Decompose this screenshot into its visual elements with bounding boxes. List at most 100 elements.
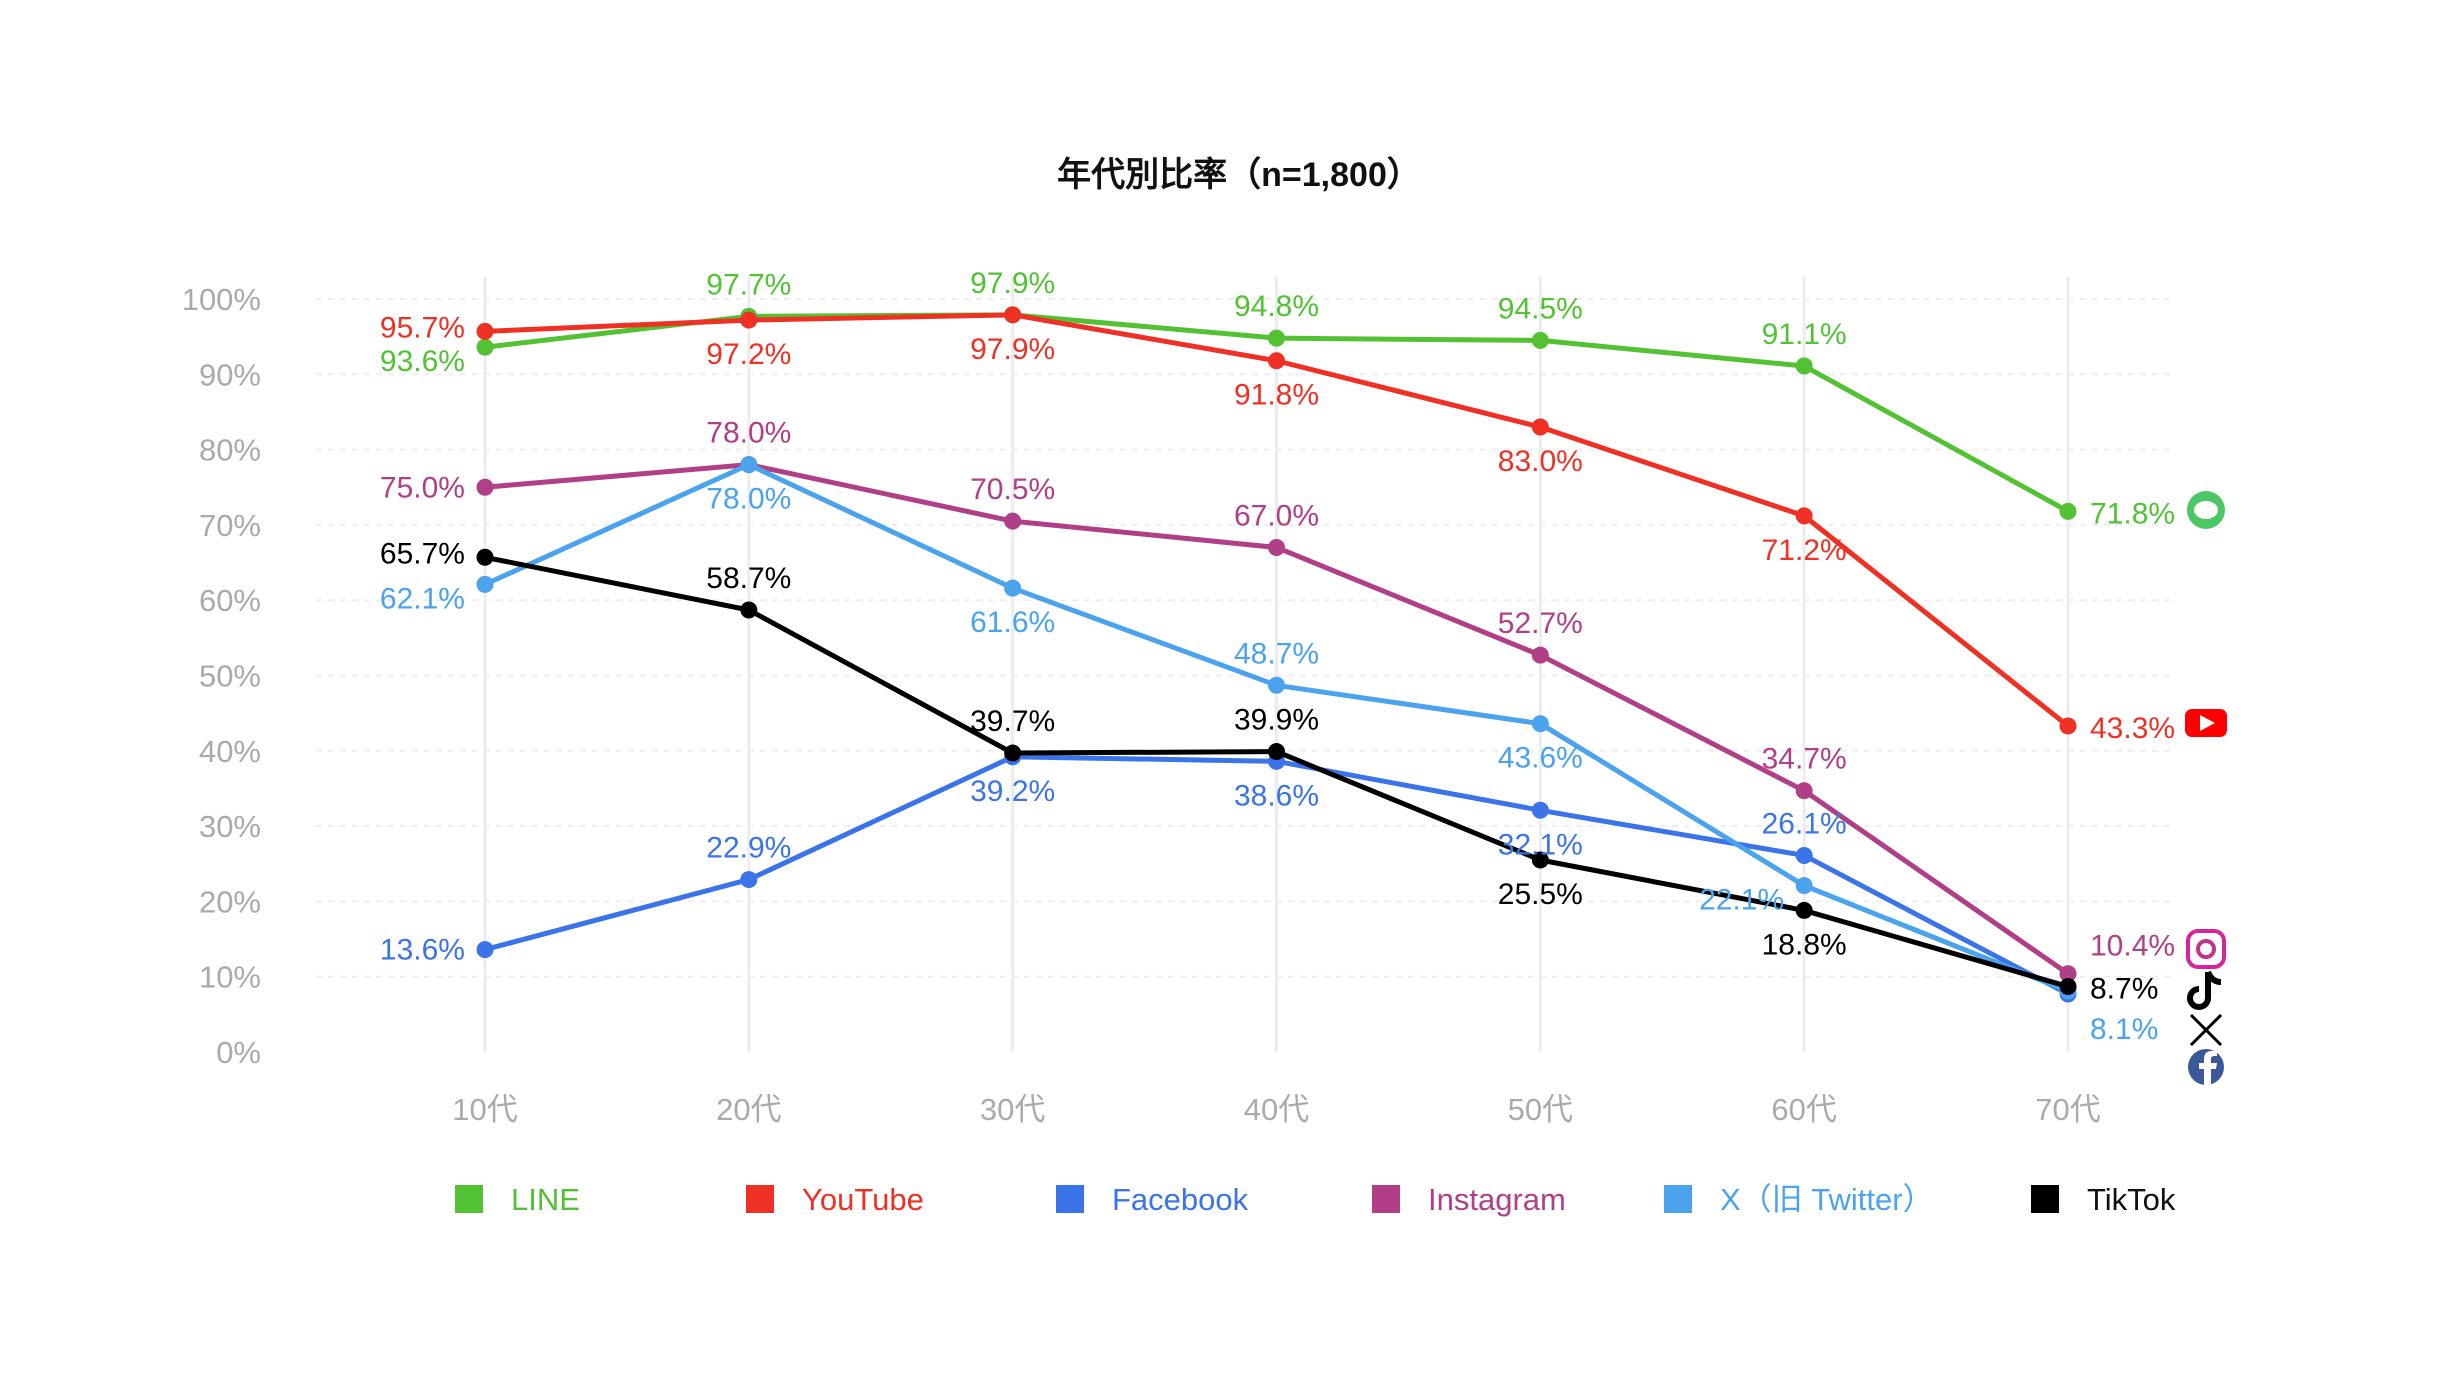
data-point bbox=[1795, 782, 1813, 800]
data-point bbox=[1531, 331, 1549, 349]
y-tick-label: 90% bbox=[199, 357, 261, 392]
data-label: 22.9% bbox=[706, 832, 791, 865]
data-label: 58.7% bbox=[706, 562, 791, 595]
legend-label: X（旧 Twitter） bbox=[1720, 1182, 1934, 1217]
data-label: 8.1% bbox=[2090, 1013, 2158, 1046]
y-tick-label: 40% bbox=[199, 734, 261, 769]
data-point bbox=[740, 871, 758, 889]
legend-label: YouTube bbox=[802, 1182, 924, 1217]
x-tick-label: 40代 bbox=[1244, 1092, 1309, 1127]
platform-icons bbox=[2185, 491, 2227, 1085]
data-point bbox=[1268, 352, 1285, 370]
data-point bbox=[740, 311, 758, 329]
y-tick-label: 30% bbox=[199, 809, 261, 844]
data-point bbox=[476, 941, 494, 959]
data-label: 61.6% bbox=[970, 606, 1055, 639]
data-point bbox=[1531, 851, 1549, 869]
data-label: 43.3% bbox=[2090, 712, 2175, 745]
data-label: 39.9% bbox=[1234, 704, 1319, 737]
data-point bbox=[476, 548, 494, 566]
data-point bbox=[1004, 306, 1022, 324]
legend-label: TikTok bbox=[2087, 1182, 2176, 1217]
y-tick-label: 100% bbox=[182, 282, 261, 317]
data-point bbox=[2059, 965, 2077, 983]
data-point bbox=[1268, 329, 1285, 347]
legend-swatch bbox=[1056, 1185, 1084, 1213]
x-tick-label: 20代 bbox=[716, 1092, 781, 1127]
data-label: 32.1% bbox=[1498, 828, 1583, 861]
data-label: 65.7% bbox=[380, 537, 465, 570]
data-label: 91.1% bbox=[1762, 318, 1847, 351]
data-label: 39.7% bbox=[970, 705, 1055, 738]
y-tick-label: 80% bbox=[199, 433, 261, 468]
y-tick-label: 10% bbox=[199, 960, 261, 995]
data-point bbox=[1531, 801, 1549, 819]
data-label: 52.7% bbox=[1498, 607, 1583, 640]
data-label: 62.1% bbox=[380, 582, 465, 615]
x-tick-label: 10代 bbox=[452, 1092, 517, 1127]
y-axis: 0% 10% 20% 30% 40% 50% 60% 70% 80% 90% 100% bbox=[182, 282, 261, 1070]
data-label: 71.8% bbox=[2090, 497, 2175, 530]
legend-label: Instagram bbox=[1428, 1182, 1566, 1217]
data-label: 8.7% bbox=[2090, 972, 2158, 1005]
data-label: 97.2% bbox=[706, 338, 791, 371]
legend-swatch bbox=[1664, 1185, 1692, 1213]
data-point bbox=[1268, 538, 1285, 556]
data-point bbox=[476, 478, 494, 496]
data-label: 67.0% bbox=[1234, 499, 1319, 532]
data-labels: 93.6% 97.7% 97.9% 94.8% 94.5% 91.1% 71.8% 95.7%… bbox=[380, 267, 2175, 1046]
y-tick-label: 20% bbox=[199, 884, 261, 919]
y-tick-label: 70% bbox=[199, 508, 261, 543]
data-point bbox=[2059, 717, 2077, 735]
data-label: 38.6% bbox=[1234, 779, 1319, 812]
data-point bbox=[1004, 744, 1022, 762]
data-label: 48.7% bbox=[1234, 637, 1319, 670]
legend-label: LINE bbox=[511, 1182, 580, 1217]
legend-label: Facebook bbox=[1112, 1182, 1249, 1217]
data-label: 95.7% bbox=[380, 311, 465, 344]
data-label: 70.5% bbox=[970, 473, 1055, 506]
facebook-icon bbox=[2188, 1049, 2224, 1085]
line-icon-bubble bbox=[2194, 501, 2218, 519]
data-label: 93.6% bbox=[380, 345, 465, 378]
data-label: 97.9% bbox=[970, 333, 1055, 366]
data-label: 22.1% bbox=[1699, 884, 1784, 917]
data-point bbox=[2059, 977, 2077, 995]
line-icon bbox=[2187, 491, 2225, 529]
series-group bbox=[476, 306, 2077, 1003]
data-point bbox=[1795, 877, 1813, 895]
data-label: 25.5% bbox=[1498, 878, 1583, 911]
y-tick-label: 60% bbox=[199, 583, 261, 618]
facebook-icon-f bbox=[2199, 1051, 2217, 1085]
data-label: 78.0% bbox=[706, 417, 791, 450]
data-point bbox=[1268, 676, 1285, 694]
data-label: 71.2% bbox=[1762, 534, 1847, 567]
data-point bbox=[1531, 418, 1549, 436]
data-label: 97.9% bbox=[970, 267, 1055, 300]
data-label: 97.7% bbox=[706, 268, 791, 301]
instagram-icon-frame bbox=[2186, 929, 2226, 969]
instagram-icon bbox=[2186, 929, 2226, 969]
data-label: 26.1% bbox=[1762, 807, 1847, 840]
data-label: 75.0% bbox=[380, 471, 465, 504]
data-point bbox=[740, 456, 758, 474]
data-point bbox=[1795, 507, 1813, 525]
data-point bbox=[1795, 901, 1813, 919]
data-point bbox=[476, 575, 494, 593]
tiktok-icon bbox=[2187, 970, 2222, 1010]
youtube-icon bbox=[2185, 709, 2227, 737]
data-point bbox=[2059, 502, 2077, 520]
data-point bbox=[476, 322, 494, 340]
data-label: 94.8% bbox=[1234, 290, 1319, 323]
data-point bbox=[1531, 715, 1549, 733]
tiktok-icon-note bbox=[2187, 970, 2222, 1010]
data-point bbox=[740, 601, 758, 619]
data-label: 83.0% bbox=[1498, 445, 1583, 478]
data-point bbox=[1531, 646, 1549, 664]
x-axis: 10代 20代 30代 40代 50代 60代 70代 bbox=[452, 1092, 2100, 1127]
data-label: 39.2% bbox=[970, 775, 1055, 808]
data-point bbox=[476, 338, 494, 356]
legend-swatch bbox=[2031, 1185, 2059, 1213]
x-tick-label: 70代 bbox=[2035, 1092, 2100, 1127]
